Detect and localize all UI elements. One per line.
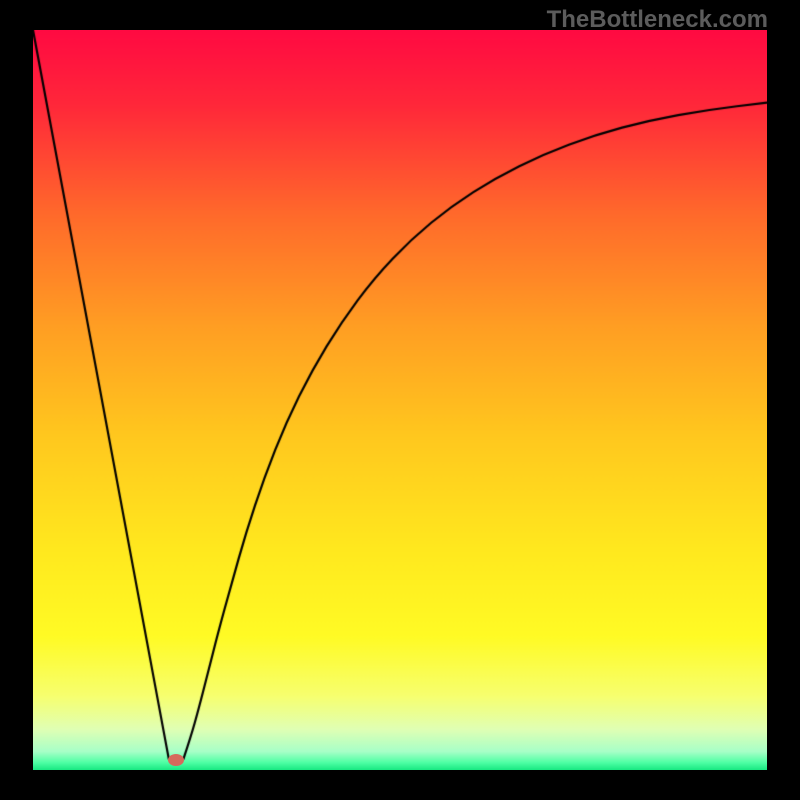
bottleneck-curve (33, 30, 767, 770)
figure-container: TheBottleneck.com (0, 0, 800, 800)
plot-area (33, 30, 767, 770)
bottleneck-marker (168, 754, 184, 766)
